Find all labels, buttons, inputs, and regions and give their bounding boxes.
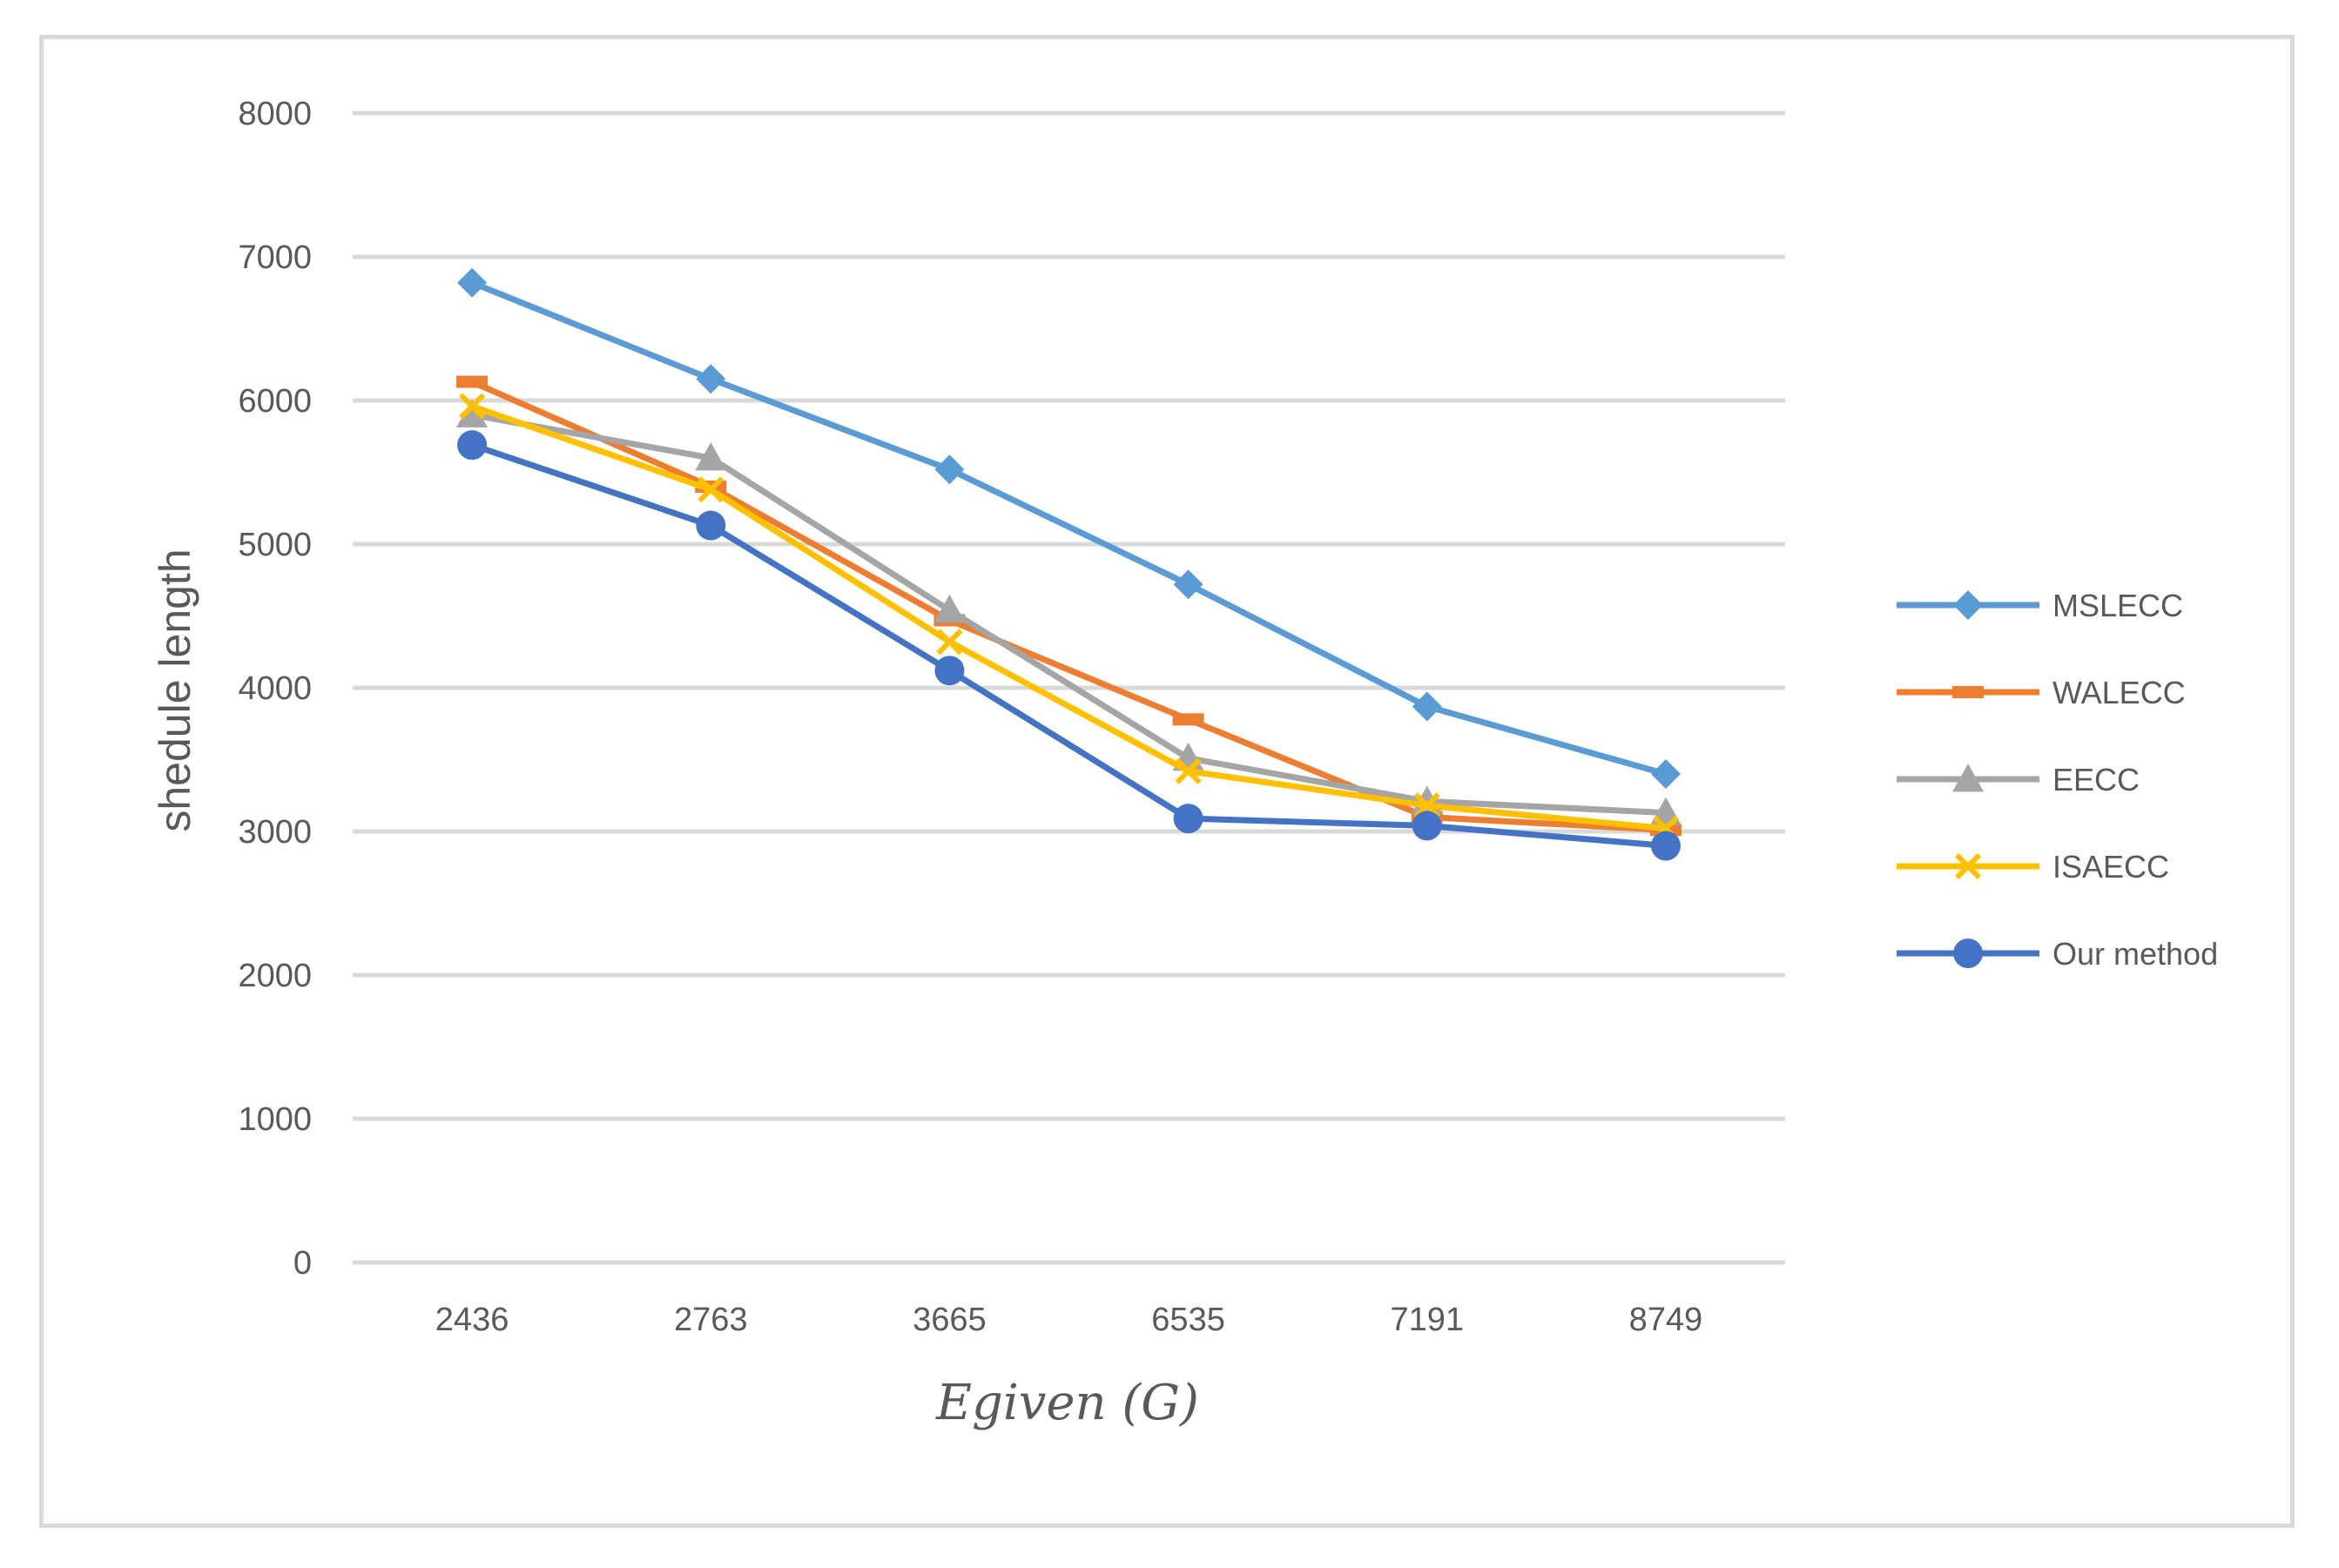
data-point-marker xyxy=(1173,804,1203,834)
data-point-marker xyxy=(696,510,726,541)
legend-item: MSLECC xyxy=(1897,588,2183,623)
data-point-marker xyxy=(698,476,725,503)
series-line xyxy=(470,441,1667,849)
data-point-marker xyxy=(1175,757,1202,784)
data-point-marker xyxy=(1412,691,1442,722)
y-tick-label: 8000 xyxy=(238,96,312,132)
data-point-marker xyxy=(1412,811,1442,841)
y-tick-label: 6000 xyxy=(238,383,312,420)
legend-label: EECC xyxy=(2053,762,2140,797)
series-line xyxy=(470,403,1667,832)
x-axis-ticks: 2436 2763 3665 6535 7191 8749 xyxy=(435,1302,1702,1338)
series-lines xyxy=(456,267,1682,861)
x-tick-label: 2763 xyxy=(674,1302,748,1338)
data-point-marker xyxy=(696,364,726,394)
series-line xyxy=(471,412,1667,817)
x-tick-label: 8749 xyxy=(1629,1302,1703,1338)
y-axis-ticks: 0 1000 2000 3000 4000 5000 6000 7000 8000 xyxy=(238,96,312,1282)
gridlines xyxy=(353,111,1785,1265)
series-line xyxy=(470,379,1667,833)
legend-item: WALECC xyxy=(1897,675,2186,710)
data-point-marker xyxy=(458,393,486,420)
y-axis-title: shedule length xyxy=(151,548,199,831)
data-point-marker xyxy=(457,430,488,461)
legend: MSLECC WALECC EECC ISAECC Our method xyxy=(1897,588,2218,972)
legend-marker xyxy=(1953,590,1983,620)
series-our-method xyxy=(457,430,1681,861)
legend-marker xyxy=(1952,764,1984,792)
data-point-marker xyxy=(1173,569,1203,600)
legend-label: ISAECC xyxy=(2053,849,2169,885)
legend-marker xyxy=(1952,686,1984,698)
series-mslecc xyxy=(457,267,1681,789)
data-point-marker xyxy=(695,442,727,471)
y-tick-label: 3000 xyxy=(238,814,312,851)
data-point-marker xyxy=(456,375,489,388)
data-point-marker xyxy=(936,629,963,656)
y-tick-label: 5000 xyxy=(238,527,312,563)
data-point-marker xyxy=(1650,831,1681,861)
x-axis-title: Egiven (G) xyxy=(935,1375,1199,1431)
data-point-marker xyxy=(934,656,965,686)
legend-label: WALECC xyxy=(2053,675,2186,710)
data-point-marker xyxy=(934,454,965,485)
legend-item: EECC xyxy=(1897,762,2140,797)
x-tick-label: 2436 xyxy=(435,1302,509,1338)
legend-label: Our method xyxy=(2053,936,2218,972)
y-tick-label: 4000 xyxy=(238,670,312,707)
data-point-marker xyxy=(457,267,488,298)
x-tick-label: 6535 xyxy=(1151,1302,1225,1338)
data-point-marker xyxy=(456,399,489,427)
x-tick-label: 7191 xyxy=(1390,1302,1464,1338)
data-point-marker xyxy=(934,594,966,623)
data-point-marker xyxy=(1172,713,1204,726)
legend-marker xyxy=(1953,939,1983,968)
y-tick-label: 7000 xyxy=(238,239,312,276)
legend-marker xyxy=(1954,852,1982,880)
series-line xyxy=(470,279,1667,777)
legend-label: MSLECC xyxy=(2053,588,2183,623)
data-point-marker xyxy=(1650,759,1681,789)
legend-item: ISAECC xyxy=(1897,849,2169,885)
x-tick-label: 3665 xyxy=(913,1302,987,1338)
legend-item: Our method xyxy=(1897,936,2218,972)
y-tick-label: 2000 xyxy=(238,958,312,994)
y-tick-label: 0 xyxy=(293,1245,312,1282)
series-isaecc xyxy=(458,393,1680,842)
y-tick-label: 1000 xyxy=(238,1101,312,1138)
